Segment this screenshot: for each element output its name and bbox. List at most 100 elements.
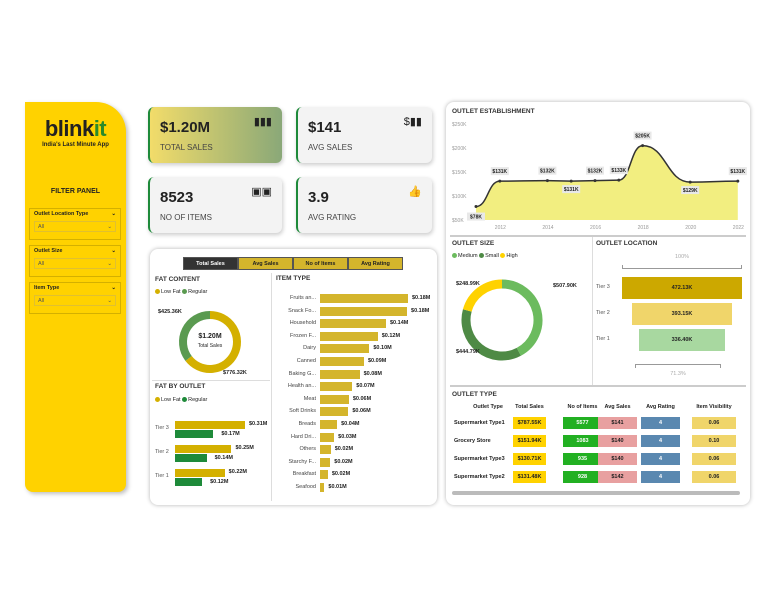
funnel-value-label: 472.13K: [671, 285, 693, 291]
item-type-label: Frozen F...: [290, 332, 316, 339]
legend-dot: [182, 397, 188, 403]
item-type-value-label: $0.18M: [412, 295, 431, 301]
item-type-label: Snack Fo...: [288, 307, 316, 314]
donut-slice: [501, 279, 543, 356]
kpi-label: NO OF ITEMS: [160, 213, 212, 222]
chevron-down-icon: ⌄: [107, 224, 112, 230]
tier-label: Tier 3: [155, 425, 169, 431]
item-type-value-label: $0.02M: [334, 458, 353, 465]
x-tick-label: 2012: [495, 225, 506, 231]
donut-slice: [185, 311, 241, 373]
sales-breakdown-panel: Total Sales Avg Sales No of Items Avg Ra…: [150, 249, 437, 505]
table-cell: $141: [598, 417, 637, 429]
item-type-bar: [320, 306, 408, 316]
item-type-bar: [320, 457, 331, 467]
data-label-bg: [562, 185, 581, 194]
donut-center-value: $1.20M: [198, 333, 222, 340]
horizontal-scrollbar[interactable]: [452, 491, 740, 495]
low-fat-value-label: $0.25M: [235, 445, 254, 451]
outlet-size-legend: Medium Small High: [452, 253, 518, 259]
outlet-establishment-chart: $50K $100K $150K $200K $250K 2012 2014 2016 2018…: [452, 122, 747, 231]
kpi-value: $1.20M: [160, 119, 211, 136]
filter-dropdown[interactable]: All ⌄: [34, 258, 116, 269]
y-tick-label: $150K: [452, 170, 467, 176]
filter-panel-title: FILTER PANEL: [50, 188, 101, 195]
legend-dot: [182, 289, 188, 295]
filter-label: Item Type: [34, 285, 60, 291]
item-type-value-label: $0.01M: [328, 484, 347, 490]
legend-dot: [479, 253, 485, 259]
item-type-label: Meat: [303, 395, 316, 402]
data-point: [617, 178, 621, 182]
table-cell: 928: [563, 471, 602, 483]
table-cell: 5577: [563, 417, 602, 429]
table-cell: 4: [641, 453, 680, 465]
item-type-label: Breads: [298, 421, 316, 427]
y-tick-label: $200K: [452, 146, 467, 152]
data-label-bg: [586, 166, 604, 175]
kpi-total-sales: $1.20M TOTAL SALES ▮▮▮: [148, 107, 282, 163]
item-type-label: Baking G...: [288, 370, 316, 377]
tab-total-sales[interactable]: Total Sales: [183, 257, 238, 270]
legend-label: Regular: [188, 289, 208, 295]
column-header: Avg Rating: [646, 404, 675, 410]
table-cell: $140: [598, 435, 637, 447]
filter-outlet-location-type[interactable]: Outlet Location Type ⌄ All ⌄: [29, 208, 121, 240]
regular-value-label: $0.17M: [221, 431, 240, 437]
tab-no-of-items[interactable]: No of Items: [293, 257, 348, 270]
tier-label: Tier 1: [596, 336, 610, 342]
filter-outlet-size[interactable]: Outlet Size ⌄ All ⌄: [29, 245, 121, 277]
filter-label: Outlet Location Type: [34, 211, 89, 217]
column-header: No of Items: [567, 404, 598, 410]
data-label: $132K: [588, 169, 603, 175]
low-fat-bar: [175, 469, 225, 477]
item-type-value-label: $0.04M: [341, 421, 360, 427]
outlet-type-cell: Grocery Store: [454, 438, 491, 444]
fat-content-legend: Low Fat Regular: [155, 289, 207, 295]
table-cell: $131.48K: [513, 471, 546, 483]
item-type-value-label: $0.07M: [356, 383, 375, 390]
data-point: [569, 179, 573, 183]
kpi-label: AVG RATING: [308, 213, 357, 222]
low-fat-bar: [175, 445, 232, 453]
x-tick-label: 2022: [733, 225, 744, 231]
item-type-label: Hard Dri...: [290, 433, 316, 440]
kpi-label: TOTAL SALES: [160, 143, 213, 152]
funnel-bottom-bracket: [635, 364, 721, 368]
item-type-bar: [320, 445, 331, 455]
item-type-label: Health an...: [287, 383, 316, 390]
data-point: [545, 179, 549, 183]
table-cell: $151.94K: [513, 435, 546, 447]
tab-avg-rating[interactable]: Avg Rating: [348, 257, 403, 270]
data-label: $131K: [492, 169, 507, 175]
table-cell: 0.06: [692, 417, 736, 429]
filter-dropdown[interactable]: All ⌄: [34, 295, 116, 306]
data-point: [593, 179, 597, 183]
table-cell: $130.71K: [513, 453, 546, 465]
legend-label: Low Fat: [161, 397, 181, 403]
funnel-value-label: 336.40K: [671, 337, 693, 343]
data-label-bg: [681, 186, 700, 195]
y-tick-label: $50K: [452, 218, 464, 224]
item-type-value-label: $0.02M: [331, 471, 351, 478]
column-header: Item Visibility: [696, 404, 732, 410]
filter-item-type[interactable]: Item Type ⌄ All ⌄: [29, 282, 121, 314]
x-tick-label: 2018: [638, 225, 649, 231]
data-label: $133K: [611, 168, 626, 174]
thumbs-up-icon: 👍: [408, 186, 422, 198]
column-header: Total Sales: [515, 404, 544, 410]
table-cell: $142: [598, 471, 637, 483]
divider: [271, 273, 272, 501]
kpi-value: $141: [308, 119, 342, 136]
item-type-bar: [320, 394, 349, 404]
kpi-avg-rating: 3.9 AVG RATING 👍: [296, 177, 432, 233]
regular-value-label: $425.36K: [158, 309, 182, 315]
low-fat-bar: [175, 421, 245, 429]
tab-avg-sales[interactable]: Avg Sales: [238, 257, 293, 270]
low-fat-value-label: $776.32K: [223, 370, 247, 376]
item-type-label: Breakfast: [292, 471, 316, 478]
table-cell: $787.55K: [513, 417, 546, 429]
filter-dropdown[interactable]: All ⌄: [34, 221, 116, 232]
legend-label: Regular: [188, 397, 208, 403]
outlet-type-cell: Supermarket Type1: [454, 420, 505, 426]
